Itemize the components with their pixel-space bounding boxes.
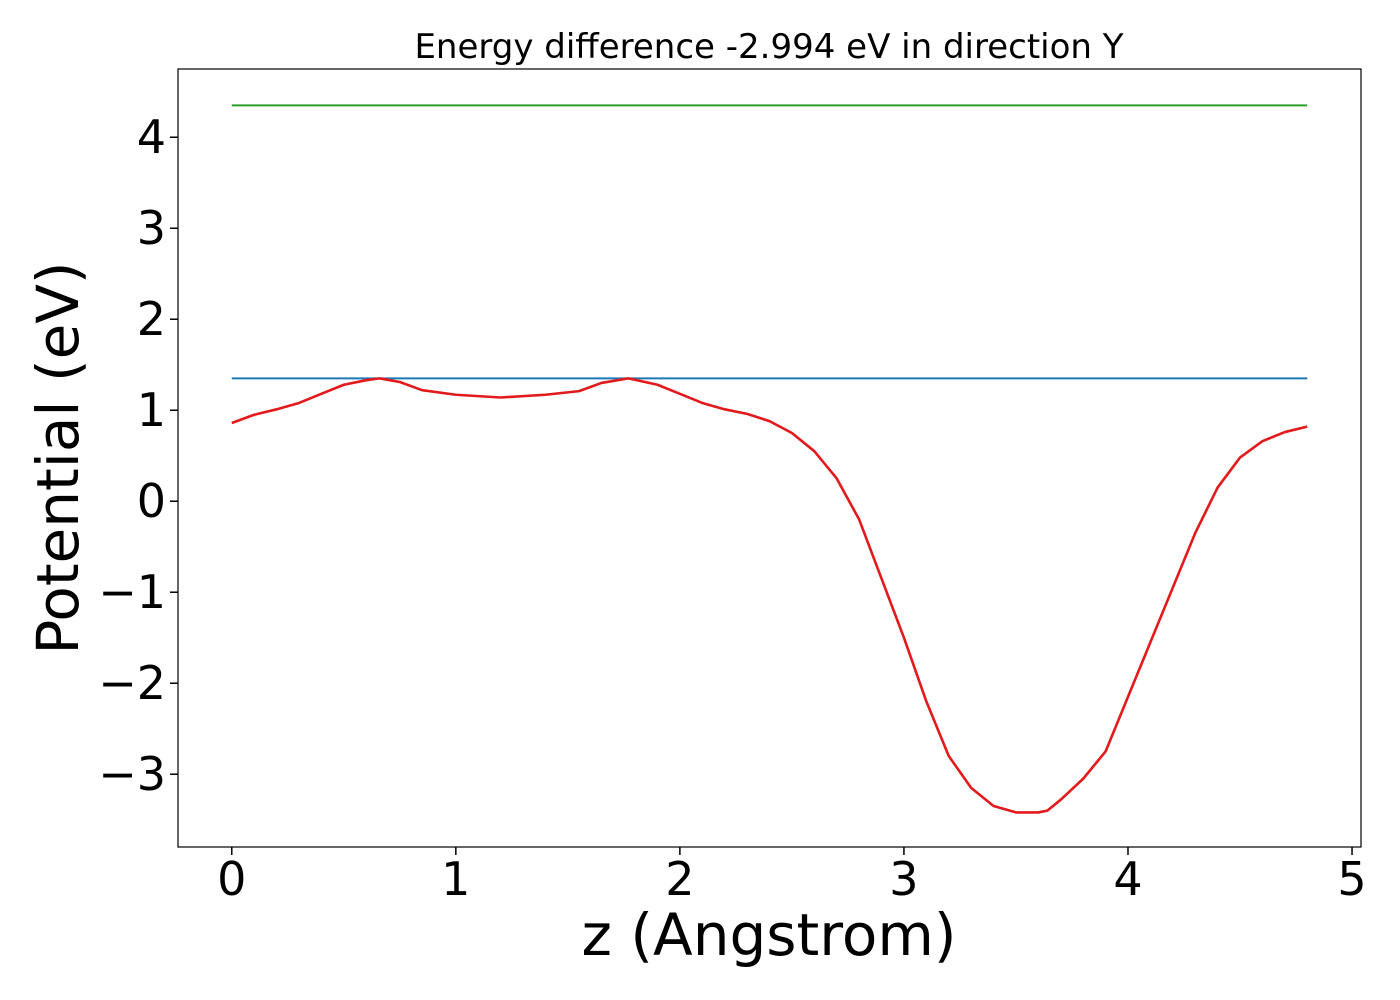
series-line-red: [231, 377, 1308, 814]
y-axis-label: Potential (eV): [24, 261, 92, 654]
chart-title: Energy difference -2.994 eV in direction…: [414, 27, 1123, 67]
y-tick-label: 4: [137, 110, 166, 164]
x-tick-label: 4: [1113, 852, 1142, 906]
y-tick-label: 0: [137, 474, 166, 528]
x-axis-label: z (Angstrom): [582, 901, 957, 969]
x-axis-ticks: 0 1 2 3 4 5: [217, 847, 1367, 906]
y-tick-label: −3: [98, 747, 166, 801]
x-tick-label: 0: [217, 852, 246, 906]
x-tick-label: 3: [889, 852, 918, 906]
series-layer: [231, 104, 1308, 814]
x-tick-label: 5: [1337, 852, 1366, 906]
y-tick-label: −2: [98, 656, 166, 710]
y-tick-label: 3: [137, 201, 166, 255]
x-tick-label: 2: [665, 852, 694, 906]
y-tick-label: 2: [137, 292, 166, 346]
y-tick-label: 1: [137, 383, 166, 437]
x-tick-label: 1: [441, 852, 470, 906]
y-axis-ticks: −3 −2 −1 0 1 2 3 4: [98, 110, 178, 801]
plot-area-frame: [177, 68, 1362, 848]
y-tick-label: −1: [98, 565, 166, 619]
